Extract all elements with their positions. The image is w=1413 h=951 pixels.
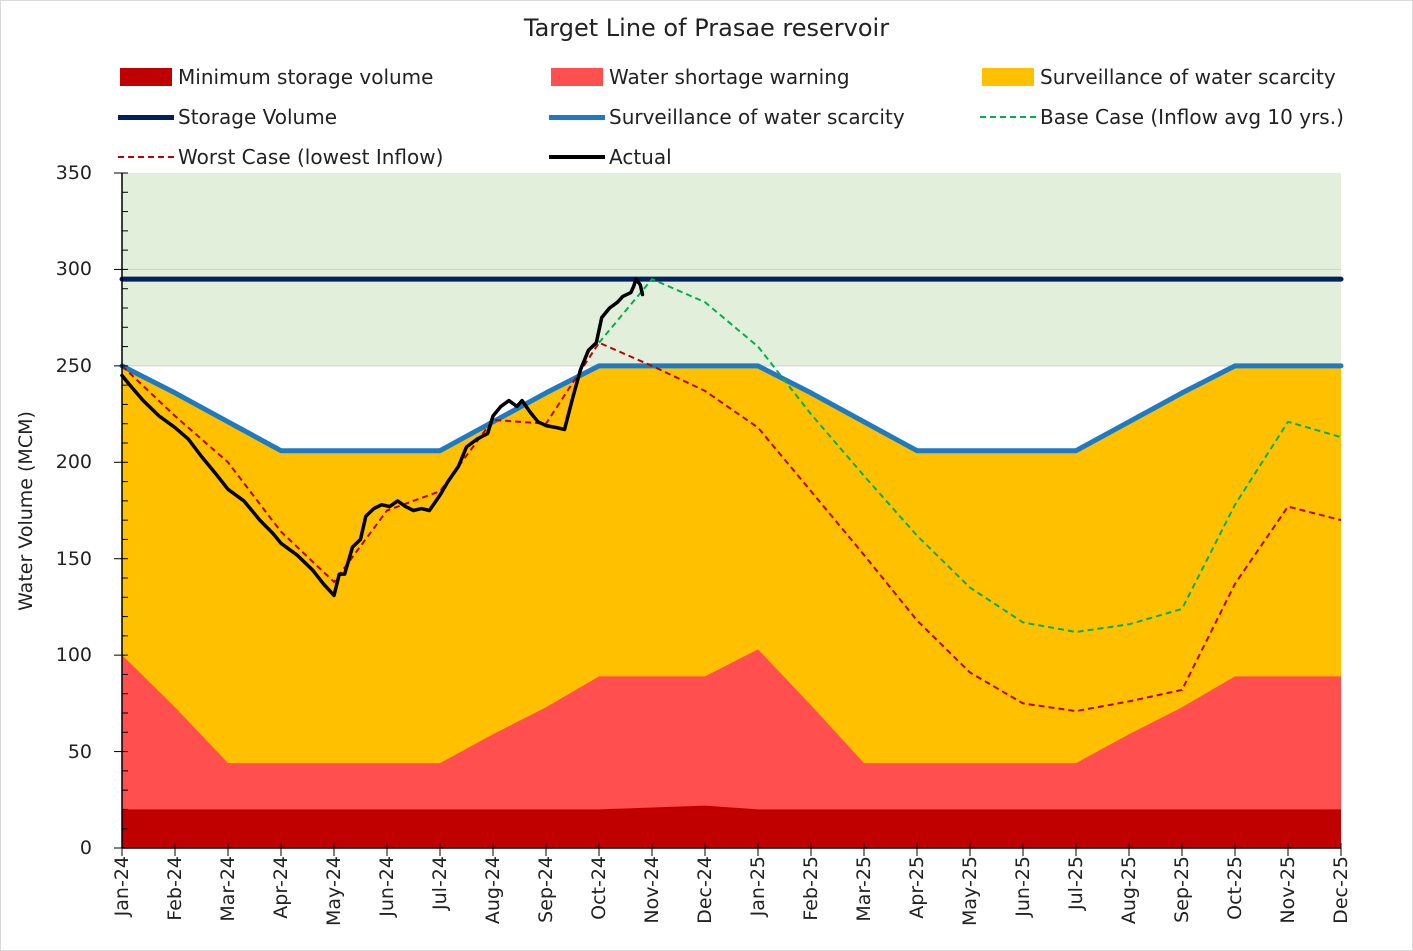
- legend-label: Surveillance of water scarcity: [609, 105, 905, 129]
- y-tick-label: 300: [55, 258, 92, 281]
- area-surveillance-of-water-scarcity: [122, 365, 1341, 848]
- legend-item-actual: Actual: [549, 142, 672, 172]
- x-tick-label: Aug-24: [482, 856, 504, 925]
- area-minimum-storage-volume: [122, 805, 1341, 848]
- y-tick-label: 0: [79, 837, 92, 859]
- x-tick-label: Mar-24: [217, 856, 239, 922]
- legend-item-water-shortage: Water shortage warning: [551, 62, 850, 92]
- legend-swatch-minimum-storage: [120, 68, 172, 86]
- legend-label: Base Case (Inflow avg 10 yrs.): [1040, 105, 1344, 129]
- x-tick-label: Feb-25: [800, 856, 822, 921]
- legend-line-worst-case: [118, 156, 174, 158]
- x-tick-label: Jul-25: [1065, 856, 1087, 910]
- x-tick-label: Jul-24: [429, 856, 451, 910]
- legend-item-storage-volume: Storage Volume: [118, 102, 337, 132]
- line-worst-case-lowest-inflow-: [121, 341, 1342, 713]
- x-tick-label: May-24: [323, 856, 345, 926]
- x-tick-label: May-25: [959, 856, 981, 926]
- x-tick-label: Dec-24: [694, 856, 716, 924]
- legend-label: Surveillance of water scarcity: [1040, 65, 1336, 89]
- x-tick-label: Apr-24: [270, 856, 292, 919]
- x-tick-label: Nov-24: [641, 856, 663, 924]
- x-tick-label: Oct-24: [588, 856, 610, 920]
- x-tick-label: Oct-25: [1224, 856, 1246, 920]
- y-tick-label: 350: [55, 162, 92, 184]
- legend-item-surveillance-area: Surveillance of water scarcity: [982, 62, 1336, 92]
- legend-item-minimum-storage: Minimum storage volume: [120, 62, 433, 92]
- y-tick-label: 200: [55, 451, 92, 474]
- legend-swatch-water-shortage: [551, 68, 603, 86]
- x-tick-label: Sep-24: [535, 856, 557, 923]
- legend-label: Storage Volume: [178, 105, 337, 129]
- legend-label: Actual: [609, 145, 672, 169]
- x-tick-label: Aug-25: [1118, 856, 1140, 925]
- legend-label: Worst Case (lowest Inflow): [178, 145, 444, 169]
- chart-title: Target Line of Prasae reservoir: [523, 14, 890, 42]
- line-surveillance-of-water-scarcity: [119, 363, 1344, 454]
- legend-item-base-case: Base Case (Inflow avg 10 yrs.): [980, 102, 1344, 132]
- x-tick-label: Jan-25: [747, 856, 769, 917]
- x-tick-label: Dec-25: [1330, 856, 1352, 924]
- area-water-shortage-warning: [122, 649, 1341, 848]
- x-tick-label: Apr-25: [906, 856, 928, 919]
- x-tick-label: Jan-24: [111, 856, 133, 917]
- legend-swatch-surveillance-area: [982, 68, 1034, 86]
- legend-line-base-case: [980, 116, 1036, 118]
- legend-label: Water shortage warning: [609, 65, 850, 89]
- x-tick-label: Feb-24: [164, 856, 186, 921]
- x-tick-label: Sep-25: [1171, 856, 1193, 923]
- legend-line-storage-volume: [118, 114, 174, 120]
- x-tick-label: Jun-25: [1012, 856, 1034, 917]
- x-tick-label: Jun-24: [376, 856, 398, 917]
- legend-item-surveillance-line: Surveillance of water scarcity: [549, 102, 905, 132]
- x-tick-label: Mar-25: [853, 856, 875, 922]
- legend-label: Minimum storage volume: [178, 65, 434, 89]
- legend-line-actual: [549, 155, 605, 159]
- line-base-case-inflow-avg-10-yrs-: [598, 278, 1342, 633]
- legend-line-surveillance: [549, 114, 605, 120]
- line-actual: [120, 277, 645, 598]
- y-tick-label: 150: [55, 547, 92, 570]
- legend-item-worst-case: Worst Case (lowest Inflow): [118, 142, 443, 172]
- x-tick-label: Nov-25: [1277, 856, 1299, 924]
- y-tick-label: 250: [55, 354, 92, 377]
- y-tick-label: 50: [67, 740, 92, 763]
- y-axis-label: Water Volume (MCM): [15, 411, 37, 611]
- y-tick-label: 100: [55, 644, 92, 667]
